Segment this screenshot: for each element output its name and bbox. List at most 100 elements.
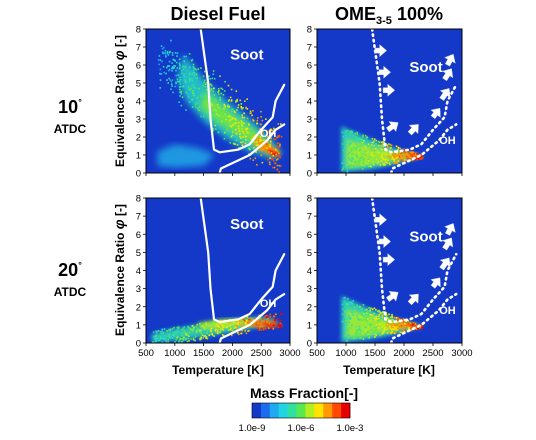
- scatter-point: [373, 138, 376, 140]
- scatter-point: [171, 327, 174, 330]
- scatter-point: [372, 141, 375, 144]
- scatter-point: [392, 332, 395, 334]
- scatter-point: [206, 332, 208, 335]
- scatter-point: [215, 107, 218, 109]
- scatter-point: [272, 159, 275, 162]
- scatter-point: [419, 327, 421, 330]
- scatter-point: [348, 139, 351, 142]
- scatter-point: [383, 159, 386, 161]
- scatter-point: [234, 118, 236, 120]
- scatter-point: [378, 310, 381, 313]
- x-tick-label: 2000: [222, 348, 243, 359]
- scatter-point: [354, 140, 356, 143]
- scatter-point: [242, 107, 244, 109]
- scatter-point: [358, 328, 360, 331]
- scatter-point: [415, 156, 417, 159]
- scatter-point: [380, 155, 383, 158]
- scatter-point: [241, 127, 243, 130]
- scatter-point: [256, 163, 258, 166]
- y-tick-label: 7: [307, 212, 312, 223]
- y-tick-label: 5: [136, 248, 141, 259]
- scatter-point: [241, 121, 243, 123]
- scatter-point: [269, 313, 272, 316]
- scatter-point: [177, 74, 180, 76]
- scatter-point: [237, 332, 239, 334]
- scatter-point: [278, 152, 280, 155]
- scatter-point: [344, 296, 346, 299]
- scatter-point: [274, 317, 277, 320]
- scatter-point: [241, 144, 244, 147]
- scatter-point: [363, 154, 366, 156]
- scatter-point: [194, 335, 197, 338]
- scatter-point: [361, 308, 364, 310]
- scatter-point: [373, 140, 375, 142]
- scatter-point: [359, 329, 362, 332]
- y-axis-label-bottom-text: Equivalence Ratio: [113, 229, 127, 336]
- scatter-point: [165, 344, 167, 346]
- scatter-point: [391, 315, 393, 317]
- scatter-point: [391, 316, 394, 319]
- scatter-point: [411, 151, 413, 153]
- scatter-point: [270, 128, 273, 131]
- scatter-point: [372, 163, 375, 166]
- scatter-point: [213, 100, 215, 102]
- scatter-point: [255, 144, 258, 147]
- region-label-oh: OH: [439, 135, 456, 147]
- scatter-point: [364, 134, 367, 137]
- scatter-point: [229, 119, 232, 121]
- scatter-point: [346, 129, 349, 132]
- scatter-point: [237, 328, 240, 330]
- scatter-point: [195, 68, 198, 71]
- scatter-point: [362, 139, 365, 142]
- scatter-point: [188, 340, 190, 342]
- scatter-point: [384, 151, 387, 153]
- scatter-point: [247, 330, 249, 332]
- scatter-point: [362, 162, 365, 165]
- scatter-point: [158, 55, 161, 57]
- scatter-point: [341, 169, 344, 171]
- scatter-point: [349, 301, 352, 303]
- scatter-point: [235, 139, 238, 142]
- scatter-point: [365, 326, 367, 329]
- scatter-point: [158, 344, 160, 346]
- scatter-point: [397, 317, 399, 319]
- scatter-point: [253, 143, 256, 145]
- scatter-point: [403, 156, 406, 159]
- scatter-point: [262, 148, 264, 150]
- scatter-point: [235, 323, 238, 326]
- scatter-point: [247, 322, 249, 325]
- scatter-point: [280, 326, 283, 329]
- scatter-point: [404, 325, 407, 328]
- scatter-point: [412, 151, 415, 154]
- scatter-point: [260, 154, 263, 157]
- scatter-point: [217, 131, 220, 134]
- scatter-point: [208, 334, 210, 337]
- scatter-point: [381, 316, 384, 318]
- scatter-point: [219, 96, 222, 99]
- scatter-point: [196, 96, 199, 99]
- scatter-point: [401, 156, 404, 159]
- scatter-point: [260, 329, 263, 331]
- scatter-point: [204, 109, 207, 111]
- scatter-point: [345, 317, 348, 320]
- scatter-point: [164, 49, 167, 52]
- scatter-point: [240, 332, 243, 335]
- scatter-point: [407, 150, 409, 153]
- scatter-point: [348, 134, 351, 136]
- scatter-point: [190, 338, 192, 340]
- scatter-point: [227, 104, 229, 106]
- scatter-point: [373, 144, 376, 147]
- y-tick-label: 2: [136, 133, 141, 144]
- x-tick-label: 3000: [451, 348, 472, 359]
- scatter-point: [345, 303, 348, 305]
- scatter-point: [400, 331, 402, 334]
- scatter-point: [361, 322, 364, 324]
- scatter-point: [183, 326, 186, 328]
- scatter-point: [160, 337, 163, 339]
- scatter-point: [276, 150, 279, 152]
- scatter-point: [269, 315, 272, 318]
- scatter-point: [155, 330, 158, 333]
- scatter-point: [191, 72, 194, 75]
- scatter-point: [343, 301, 346, 303]
- scatter-point: [272, 318, 274, 321]
